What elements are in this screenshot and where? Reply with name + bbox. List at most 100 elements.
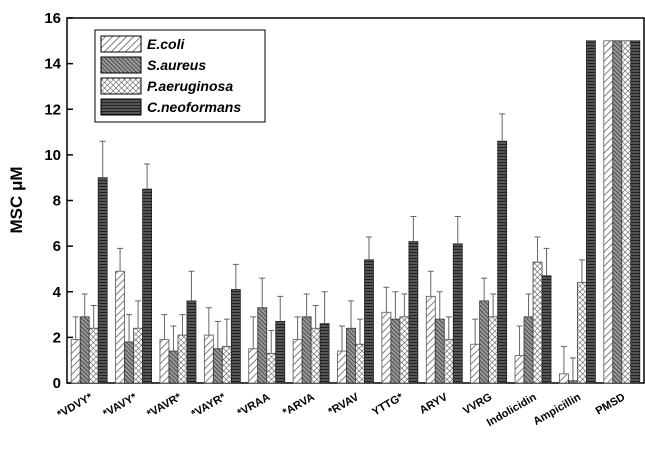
bar [541, 275, 552, 384]
error-bar [348, 300, 354, 329]
error-bar [90, 304, 97, 329]
error-bar [357, 318, 363, 345]
y-tick-label: 6 [53, 238, 61, 255]
bar [115, 270, 125, 384]
bar [70, 339, 81, 384]
bar [364, 259, 374, 384]
error-bar [454, 215, 461, 244]
bar [612, 40, 623, 384]
error-bar [445, 316, 452, 340]
bar [470, 343, 481, 384]
error-bar [499, 113, 506, 142]
bar [568, 380, 578, 384]
bar [443, 339, 454, 384]
bar [266, 352, 277, 384]
error-bar [366, 236, 372, 260]
bar [177, 334, 188, 384]
error-bar [223, 318, 230, 347]
x-tick-label: *VAVR* [145, 391, 184, 420]
error-bar [135, 300, 142, 329]
y-tick-label: 2 [53, 329, 61, 346]
bar [621, 40, 632, 384]
error-bar [170, 325, 177, 352]
x-tick-label: YTTG* [370, 391, 406, 419]
y-tick-label: 0 [53, 375, 61, 392]
y-tick-label: 14 [44, 56, 61, 73]
error-bar [543, 247, 550, 276]
bar [159, 339, 170, 384]
bar [630, 40, 641, 384]
error-bar [410, 215, 417, 242]
bar [124, 341, 134, 384]
error-bar [250, 316, 257, 349]
error-bar [259, 277, 266, 308]
legend-label: C.neoformans [147, 99, 241, 115]
x-tick-label: *VDVY* [55, 391, 95, 421]
bar [142, 188, 152, 384]
y-tick-label: 10 [44, 147, 61, 164]
bar [577, 282, 587, 384]
error-bar [81, 293, 88, 317]
x-tick-label: Ampicillin [531, 391, 583, 428]
error-bar [481, 277, 488, 301]
bar [497, 140, 508, 384]
error-bar [294, 316, 301, 340]
bar [88, 327, 99, 384]
x-tick-label: *ARVA [281, 391, 317, 419]
bar [337, 350, 347, 384]
bar [301, 316, 312, 384]
y-tick-label: 12 [44, 101, 61, 118]
error-bar [516, 325, 523, 356]
error-bar [117, 247, 124, 272]
legend-label: S.aureus [147, 57, 206, 73]
legend-swatch [100, 98, 142, 116]
bar [390, 318, 401, 384]
bar [248, 348, 259, 384]
bar [168, 350, 179, 384]
bar [186, 300, 197, 384]
bar [586, 40, 596, 384]
error-bar [525, 293, 532, 317]
error-bar [392, 291, 399, 320]
legend-label: P.aeruginosa [147, 78, 233, 94]
bar [133, 327, 143, 384]
error-bar [560, 346, 567, 374]
legend-label: E.coli [147, 36, 185, 52]
legend-swatch [100, 35, 142, 53]
bar [479, 300, 490, 384]
bar [408, 241, 419, 384]
error-bar [303, 293, 310, 317]
bar [488, 316, 499, 384]
error-bar [268, 330, 275, 354]
error-bar [569, 357, 576, 381]
error-bar [436, 291, 443, 320]
error-bar [472, 318, 479, 345]
error-bar [99, 140, 106, 178]
error-bar [161, 314, 168, 340]
legend-swatch [100, 56, 142, 74]
bar [97, 177, 108, 384]
bar [346, 327, 356, 384]
bar [230, 289, 241, 384]
error-bar [277, 295, 284, 322]
bar [434, 318, 445, 384]
error-bar [578, 259, 585, 283]
bar [523, 316, 534, 384]
y-tick-label: 4 [53, 284, 62, 301]
legend-swatch [100, 77, 142, 95]
bar [452, 243, 463, 384]
error-bar [321, 291, 328, 324]
bar [212, 348, 223, 384]
bar [310, 327, 321, 384]
x-tick-label: VVRG [461, 391, 494, 417]
error-bar [312, 304, 319, 329]
y-axis-label: MSC μM [7, 166, 26, 233]
y-tick-label: 16 [44, 10, 61, 27]
error-bar [339, 325, 345, 352]
bar [203, 334, 214, 384]
x-tick-label: *RVAV [326, 391, 361, 418]
error-bar [534, 236, 541, 263]
bar [319, 323, 330, 384]
x-tick-label: ARYV [418, 391, 451, 417]
